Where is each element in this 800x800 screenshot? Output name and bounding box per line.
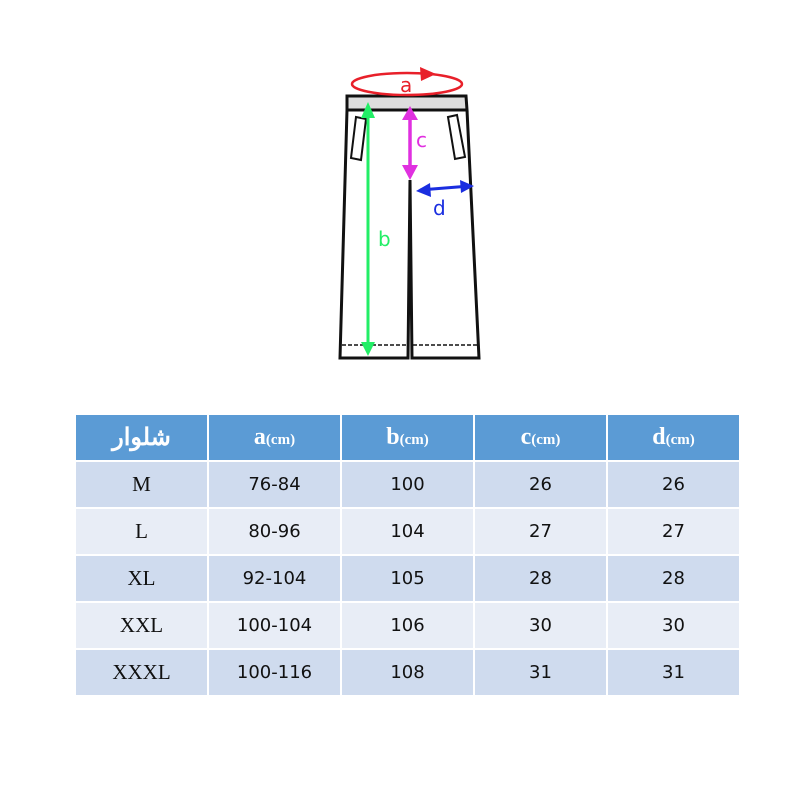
measure-cell: 106 — [342, 603, 473, 648]
measure-a-waist: a — [350, 67, 464, 97]
header-text: c — [520, 424, 532, 450]
measure-cell: 80-96 — [209, 509, 340, 554]
measure-cell: 100-116 — [209, 650, 340, 695]
header-unit: (cm) — [399, 432, 429, 448]
header-d: d(cm) — [608, 415, 739, 460]
measure-cell: 100 — [342, 462, 473, 507]
header-unit: (cm) — [531, 432, 561, 448]
measure-cell: 31 — [475, 650, 606, 695]
measure-b-length: b — [361, 102, 391, 356]
header-text: d — [652, 424, 666, 450]
table-row: XL 92-104 105 28 28 — [76, 556, 739, 601]
pants-measurement-diagram: a b c d — [338, 67, 481, 360]
label-b: b — [378, 227, 391, 251]
measure-cell: 27 — [608, 509, 739, 554]
size-cell: M — [76, 462, 207, 507]
measure-cell: 27 — [475, 509, 606, 554]
measure-cell: 92-104 — [209, 556, 340, 601]
header-garment: شلوار — [76, 415, 207, 460]
measure-cell: 30 — [475, 603, 606, 648]
size-cell: XXL — [76, 603, 207, 648]
table-header-row: شلوار a(cm) b(cm) c(cm) d(cm) — [76, 415, 739, 460]
table-row: L 80-96 104 27 27 — [76, 509, 739, 554]
label-c: c — [416, 128, 427, 152]
table-row: XXL 100-104 106 30 30 — [76, 603, 739, 648]
measure-cell: 26 — [608, 462, 739, 507]
size-cell: XXXL — [76, 650, 207, 695]
header-a: a(cm) — [209, 415, 340, 460]
label-a: a — [400, 73, 412, 97]
measure-cell: 105 — [342, 556, 473, 601]
measure-cell: 76-84 — [209, 462, 340, 507]
measure-cell: 28 — [608, 556, 739, 601]
header-text: شلوار — [112, 425, 171, 451]
measure-cell: 100-104 — [209, 603, 340, 648]
table-row: XXXL 100-116 108 31 31 — [76, 650, 739, 695]
header-text: a — [253, 424, 266, 450]
size-cell: XL — [76, 556, 207, 601]
measure-d-thigh: d — [416, 180, 474, 220]
header-text: b — [386, 424, 400, 450]
size-chart-table: شلوار a(cm) b(cm) c(cm) d(cm) M 76-84 100 2… — [74, 413, 741, 697]
measure-cell: 104 — [342, 509, 473, 554]
header-unit: (cm) — [665, 432, 695, 448]
header-b: b(cm) — [342, 415, 473, 460]
header-c: c(cm) — [475, 415, 606, 460]
label-d: d — [433, 196, 446, 220]
table-row: M 76-84 100 26 26 — [76, 462, 739, 507]
size-cell: L — [76, 509, 207, 554]
measure-cell: 31 — [608, 650, 739, 695]
measure-c-rise: c — [402, 106, 427, 180]
measure-cell: 108 — [342, 650, 473, 695]
header-unit: (cm) — [265, 432, 296, 448]
measure-cell: 28 — [475, 556, 606, 601]
measure-cell: 26 — [475, 462, 606, 507]
measure-cell: 30 — [608, 603, 739, 648]
